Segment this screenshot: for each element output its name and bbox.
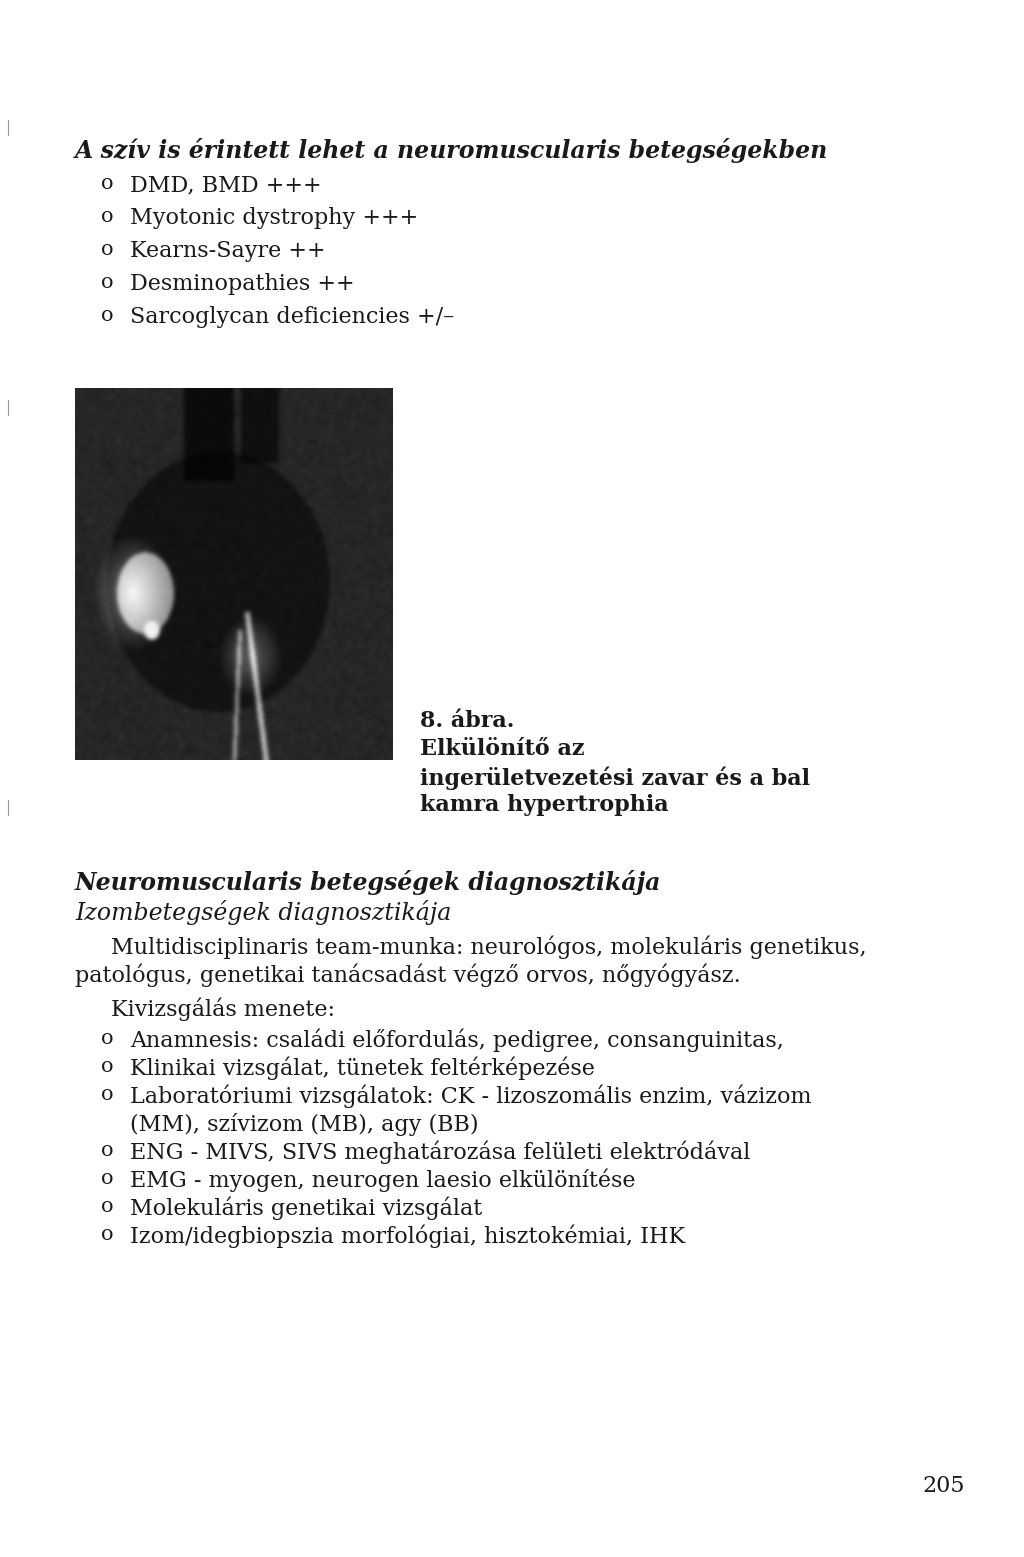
- Text: o: o: [100, 240, 114, 258]
- Text: Kivizsgálás menete:: Kivizsgálás menete:: [111, 996, 335, 1020]
- Text: o: o: [100, 1169, 114, 1188]
- Text: o: o: [100, 174, 114, 193]
- Text: Myotonic dystrophy +++: Myotonic dystrophy +++: [130, 207, 418, 229]
- Text: (MM), szívizom (MB), agy (BB): (MM), szívizom (MB), agy (BB): [130, 1113, 478, 1137]
- Text: o: o: [100, 1029, 114, 1048]
- Text: Elkülönítő az: Elkülönítő az: [420, 738, 585, 760]
- Text: ENG - MIVS, SIVS meghatározása felületi elektródával: ENG - MIVS, SIVS meghatározása felületi …: [130, 1141, 751, 1165]
- Text: A szív is érintett lehet a neuromuscularis betegségekben: A szív is érintett lehet a neuromuscular…: [75, 139, 828, 163]
- Text: Neuromuscularis betegségek diagnosztikája: Neuromuscularis betegségek diagnosztikáj…: [75, 870, 662, 895]
- Text: Multidisciplinaris team-munka: neurológos, molekuláris genetikus,: Multidisciplinaris team-munka: neurológo…: [111, 936, 866, 959]
- Text: o: o: [100, 1197, 114, 1216]
- Text: 205: 205: [923, 1474, 966, 1496]
- Text: EMG - myogen, neurogen laesio elkülönítése: EMG - myogen, neurogen laesio elkülöníté…: [130, 1169, 636, 1193]
- Text: o: o: [100, 307, 114, 325]
- Text: kamra hypertrophia: kamra hypertrophia: [420, 794, 669, 816]
- Text: Kearns-Sayre ++: Kearns-Sayre ++: [130, 240, 326, 262]
- Text: ingerületvezetési zavar és a bal: ingerületvezetési zavar és a bal: [420, 766, 810, 789]
- Text: o: o: [100, 1085, 114, 1104]
- Text: patológus, genetikai tanácsadást végző orvos, nőgyógyász.: patológus, genetikai tanácsadást végző o…: [75, 962, 740, 987]
- Text: Klinikai vizsgálat, tünetek feltérképezése: Klinikai vizsgálat, tünetek feltérképezé…: [130, 1057, 595, 1081]
- Text: Anamnesis: családi előfordulás, pedigree, consanguinitas,: Anamnesis: családi előfordulás, pedigree…: [130, 1029, 784, 1053]
- Text: DMD, BMD +++: DMD, BMD +++: [130, 174, 322, 196]
- Text: Izom/idegbiopszia morfológiai, hisztokémiai, IHK: Izom/idegbiopszia morfológiai, hisztokém…: [130, 1225, 685, 1249]
- Text: Izombetegségek diagnosztikája: Izombetegségek diagnosztikája: [75, 900, 452, 925]
- Text: o: o: [100, 272, 114, 293]
- Text: Laboratóriumi vizsgálatok: CK - lizoszomális enzim, vázizom: Laboratóriumi vizsgálatok: CK - lizoszom…: [130, 1085, 811, 1109]
- Text: o: o: [100, 1057, 114, 1076]
- Text: Desminopathies ++: Desminopathies ++: [130, 272, 354, 294]
- Text: o: o: [100, 1141, 114, 1160]
- Text: o: o: [100, 1225, 114, 1244]
- Text: 8. ábra.: 8. ábra.: [420, 710, 514, 732]
- Text: Sarcoglycan deficiencies +/–: Sarcoglycan deficiencies +/–: [130, 307, 455, 329]
- Text: o: o: [100, 207, 114, 226]
- Text: Molekuláris genetikai vizsgálat: Molekuláris genetikai vizsgálat: [130, 1197, 482, 1221]
